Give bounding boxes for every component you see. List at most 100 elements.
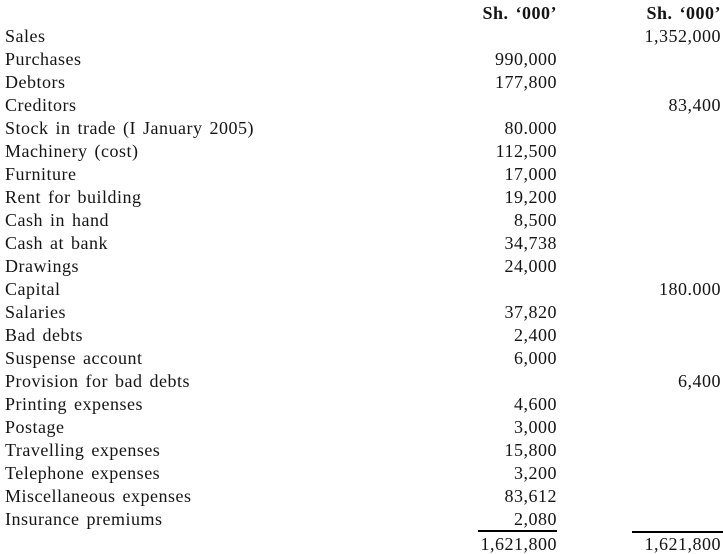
credit-amount-cell xyxy=(557,347,723,370)
account-label: Stock in trade (I January 2005) xyxy=(5,118,254,138)
credit-amount-cell xyxy=(557,508,723,532)
credit-amount-cell: 1,352,000 xyxy=(557,25,723,48)
debit-amount: 4,600 xyxy=(514,394,557,414)
debit-amount: 112,500 xyxy=(495,141,557,161)
account-label: Cash in hand xyxy=(5,210,109,230)
debit-amount-cell xyxy=(430,25,557,48)
debit-amount-cell: 24,000 xyxy=(430,255,557,278)
account-label: Provision for bad debts xyxy=(5,371,190,391)
debit-amount-cell: 3,200 xyxy=(430,462,557,485)
debit-amount: 80.000 xyxy=(504,118,557,138)
table-row: Furniture 17,000 xyxy=(0,163,723,186)
table-row: Machinery (cost) 112,500 xyxy=(0,140,723,163)
debit-amount-cell: 2,080 xyxy=(430,508,557,532)
credit-column-header: Sh. ‘000’ xyxy=(646,3,721,23)
credit-amount: 6,400 xyxy=(678,371,721,391)
account-label: Printing expenses xyxy=(5,394,143,414)
debit-amount-cell xyxy=(430,94,557,117)
credit-amount-cell xyxy=(557,439,723,462)
credit-amount-cell xyxy=(557,462,723,485)
account-label: Machinery (cost) xyxy=(5,141,139,161)
table-row: Cash in hand 8,500 xyxy=(0,209,723,232)
table-row: Sales 1,352,000 xyxy=(0,25,723,48)
account-label: Debtors xyxy=(5,72,66,92)
debit-amount: 2,400 xyxy=(514,325,557,345)
debit-amount-cell: 34,738 xyxy=(430,232,557,255)
credit-amount-cell xyxy=(557,71,723,94)
table-row: Creditors 83,400 xyxy=(0,94,723,117)
debit-amount: 3,200 xyxy=(514,463,557,483)
account-label: Salaries xyxy=(5,302,66,322)
debit-amount-cell: 177,800 xyxy=(430,71,557,94)
debit-amount: 177,800 xyxy=(495,72,557,92)
account-label: Creditors xyxy=(5,95,77,115)
table-row: Salaries 37,820 xyxy=(0,301,723,324)
debit-amount-cell: 8,500 xyxy=(430,209,557,232)
credit-amount-cell xyxy=(557,232,723,255)
debit-amount-cell xyxy=(430,278,557,301)
table-row: Capital 180.000 xyxy=(0,278,723,301)
debit-amount-cell: 19,200 xyxy=(430,186,557,209)
table-row: Travelling expenses 15,800 xyxy=(0,439,723,462)
credit-amount-cell xyxy=(557,255,723,278)
credit-amount-cell xyxy=(557,209,723,232)
account-label: Purchases xyxy=(5,49,82,69)
debit-amount-cell: 3,000 xyxy=(430,416,557,439)
debit-amount: 2,080 xyxy=(478,509,557,532)
debit-amount-cell: 990,000 xyxy=(430,48,557,71)
debit-amount: 24,000 xyxy=(504,256,557,276)
table-header-row: Sh. ‘000’ Sh. ‘000’ xyxy=(0,2,723,25)
account-label: Rent for building xyxy=(5,187,142,207)
debit-amount: 15,800 xyxy=(504,440,557,460)
total-credit-amount: 1,621,800 xyxy=(631,531,723,554)
account-label: Cash at bank xyxy=(5,233,108,253)
table-row: Printing expenses 4,600 xyxy=(0,393,723,416)
table-row: Stock in trade (I January 2005) 80.000 xyxy=(0,117,723,140)
account-label: Postage xyxy=(5,417,65,437)
table-row: Provision for bad debts 6,400 xyxy=(0,370,723,393)
debit-amount: 83,612 xyxy=(504,486,557,506)
debit-amount: 990,000 xyxy=(495,49,557,69)
credit-amount-cell xyxy=(557,324,723,347)
account-label: Furniture xyxy=(5,164,77,184)
account-label: Sales xyxy=(5,26,46,46)
account-label: Miscellaneous expenses xyxy=(5,486,192,506)
total-row: 1,621,800 1,621,800 xyxy=(0,531,723,554)
credit-amount: 180.000 xyxy=(659,279,721,299)
credit-amount-cell xyxy=(557,48,723,71)
credit-amount-cell xyxy=(557,301,723,324)
debit-amount: 17,000 xyxy=(504,164,557,184)
total-credit-cell: 1,621,800 xyxy=(557,531,723,554)
debit-amount: 3,000 xyxy=(514,417,557,437)
table-row: Cash at bank 34,738 xyxy=(0,232,723,255)
total-spacer xyxy=(0,531,430,554)
debit-amount-cell: 37,820 xyxy=(430,301,557,324)
credit-amount-cell xyxy=(557,485,723,508)
debit-amount-cell: 4,600 xyxy=(430,393,557,416)
table-row: Miscellaneous expenses 83,612 xyxy=(0,485,723,508)
credit-amount: 83,400 xyxy=(668,95,721,115)
debit-amount-cell: 112,500 xyxy=(430,140,557,163)
account-label: Drawings xyxy=(5,256,79,276)
total-debit-cell: 1,621,800 xyxy=(430,531,557,554)
account-label: Capital xyxy=(5,279,61,299)
account-label: Telephone expenses xyxy=(5,463,161,483)
total-debit-amount: 1,621,800 xyxy=(474,534,561,554)
debit-amount: 34,738 xyxy=(504,233,557,253)
debit-amount-cell: 83,612 xyxy=(430,485,557,508)
debit-amount-cell: 2,400 xyxy=(430,324,557,347)
credit-amount-cell xyxy=(557,117,723,140)
table-row: Drawings 24,000 xyxy=(0,255,723,278)
account-label: Suspense account xyxy=(5,348,143,368)
debit-amount-cell: 80.000 xyxy=(430,117,557,140)
account-label: Travelling expenses xyxy=(5,440,161,460)
credit-amount-cell: 6,400 xyxy=(557,370,723,393)
table-row: Suspense account 6,000 xyxy=(0,347,723,370)
credit-amount-cell xyxy=(557,186,723,209)
debit-amount-cell: 6,000 xyxy=(430,347,557,370)
table-row: Purchases 990,000 xyxy=(0,48,723,71)
debit-amount: 37,820 xyxy=(504,302,557,322)
debit-amount: 19,200 xyxy=(504,187,557,207)
debit-amount-cell: 15,800 xyxy=(430,439,557,462)
credit-amount-cell xyxy=(557,163,723,186)
